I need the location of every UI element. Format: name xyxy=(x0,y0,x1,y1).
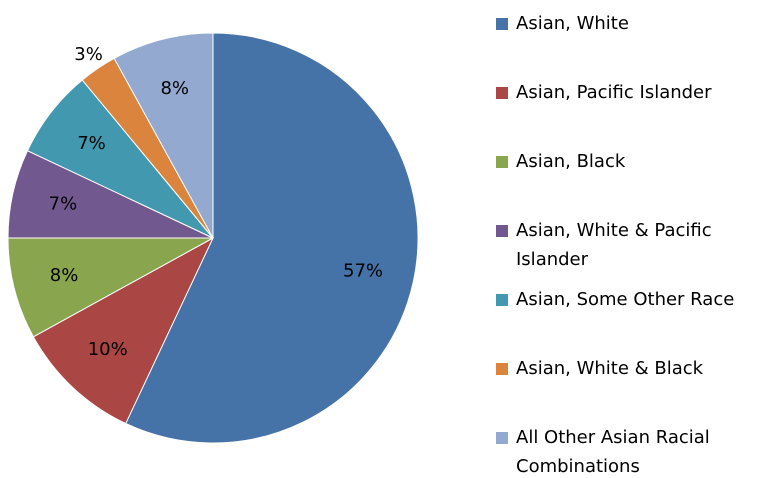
legend-swatch xyxy=(496,156,508,168)
pie-area: 57% 10% 8% 7% 7% 3% 8% xyxy=(7,32,419,444)
legend-label: All Other Asian Racial Combinations xyxy=(516,427,710,477)
legend-swatch xyxy=(496,87,508,99)
legend-swatch xyxy=(496,432,508,444)
legend-item: Asian, Black xyxy=(496,147,771,216)
legend-item: Asian, White & Pacific Islander xyxy=(496,216,771,285)
legend-label: Asian, Black xyxy=(516,151,626,172)
pie-slice xyxy=(125,32,419,444)
legend-swatch xyxy=(496,225,508,237)
data-label: 7% xyxy=(77,133,106,154)
legend-item: Asian, Pacific Islander xyxy=(496,78,771,147)
legend: Asian, White Asian, Pacific Islander Asian… xyxy=(496,9,771,478)
legend-swatch xyxy=(496,294,508,306)
legend-item: Asian, Some Other Race xyxy=(496,285,771,354)
legend-item: Asian, White & Black xyxy=(496,354,771,423)
legend-label: Asian, Some Other Race xyxy=(516,289,735,310)
data-label: 7% xyxy=(49,193,78,214)
pie-slice xyxy=(7,237,214,338)
data-label: 8% xyxy=(160,78,189,99)
legend-label: Asian, Pacific Islander xyxy=(516,82,712,103)
legend-swatch xyxy=(496,363,508,375)
legend-label: Asian, White xyxy=(516,13,629,34)
legend-swatch xyxy=(496,18,508,30)
data-label: 57% xyxy=(343,261,383,282)
legend-label: Asian, White & Black xyxy=(516,358,704,379)
legend-item: All Other Asian Racial Combinations xyxy=(496,423,771,478)
data-label: 3% xyxy=(74,44,103,65)
pie-slice xyxy=(113,32,214,239)
legend-label: Asian, White & Pacific Islander xyxy=(516,220,712,270)
legend-item: Asian, White xyxy=(496,9,771,78)
pie-slice xyxy=(32,236,215,425)
data-label: 10% xyxy=(88,339,128,360)
data-label: 8% xyxy=(50,265,79,286)
